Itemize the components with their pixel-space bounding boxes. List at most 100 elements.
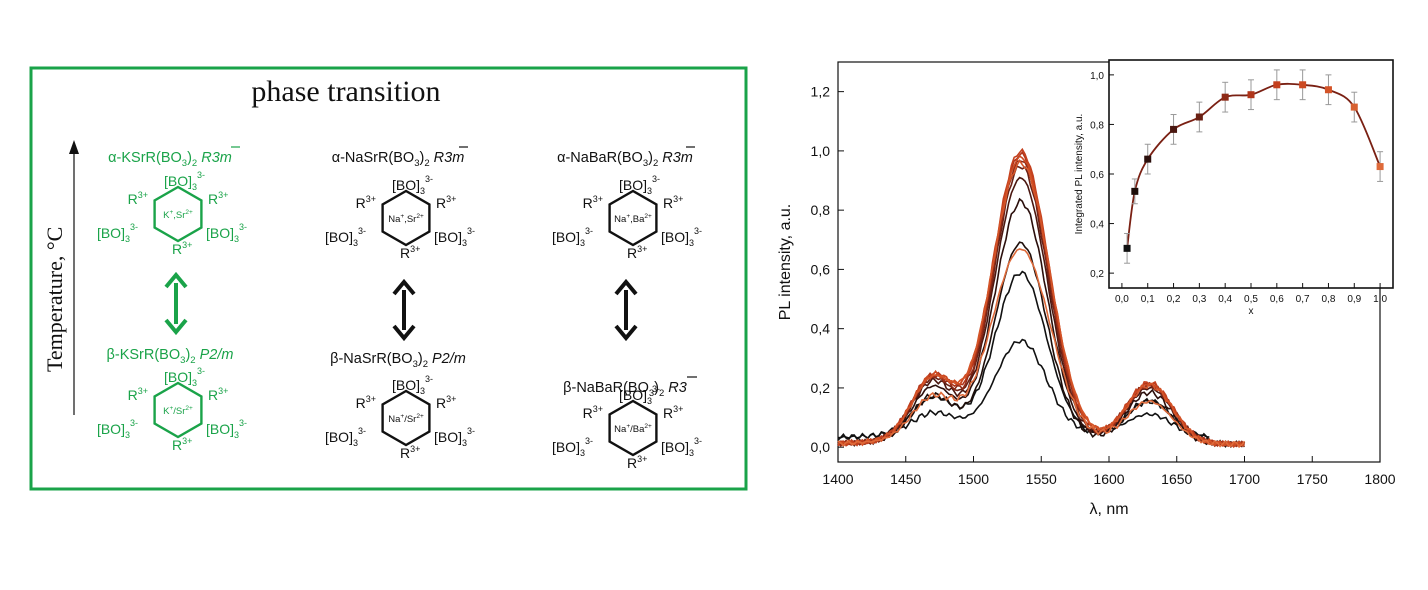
rare-earth-label: R3+: [583, 404, 603, 421]
borate-label: [BO]33-: [661, 226, 702, 248]
x-tick-label: 1550: [1026, 471, 1057, 487]
inset-data-point: [1247, 91, 1255, 99]
y-tick-label: 1,0: [811, 143, 831, 159]
borate-label: [BO]33-: [325, 226, 366, 248]
rare-earth-label: R3+: [436, 194, 456, 211]
ring-center-label: Na+/Sr2+: [388, 413, 424, 425]
rare-earth-label: R3+: [663, 194, 683, 211]
inset-x-tick-label: 0,4: [1218, 294, 1232, 305]
hexagon-ring: [381, 389, 431, 447]
y-tick-label: 0,4: [811, 321, 831, 337]
y-tick-label: 0,8: [811, 202, 831, 218]
spectrum-series-1: [837, 338, 1210, 441]
borate-label: [BO]33-: [552, 436, 593, 458]
rare-earth-label: R3+: [356, 394, 376, 411]
inset-data-point: [1144, 155, 1152, 163]
x-tick-label: 1800: [1364, 471, 1395, 487]
hexagon-ring: [153, 185, 203, 243]
borate-label: [BO]33-: [392, 174, 433, 196]
hexagon-ring: [153, 381, 203, 439]
inset-x-tick-label: 0,7: [1296, 294, 1310, 305]
rare-earth-label: R3+: [356, 194, 376, 211]
formula-label: β-NaSrR(BO3)2 P2/m: [330, 351, 466, 370]
spectrum-series-11: [837, 158, 1245, 448]
borate-label: [BO]33-: [392, 374, 433, 396]
inset-x-tick-label: 0,0: [1115, 294, 1129, 305]
rare-earth-label: R3+: [627, 244, 647, 261]
rare-earth-label: R3+: [208, 190, 228, 207]
borate-label: [BO]33-: [325, 426, 366, 448]
inset-y-axis-label: Integrated PL intensity, a.u.: [1074, 114, 1085, 235]
inset-x-tick-label: 0,8: [1322, 294, 1336, 305]
inset-data-point: [1350, 103, 1358, 111]
inset-y-tick-label: 1,0: [1090, 71, 1104, 82]
inset-data-point: [1376, 163, 1384, 171]
borate-label: [BO]33-: [97, 418, 138, 440]
arrowhead-up: [164, 271, 188, 289]
x-tick-label: 1600: [1093, 471, 1124, 487]
temperature-axis-arrowhead: [69, 140, 79, 154]
ring-center-label: K+,Sr2+: [163, 209, 193, 221]
rare-earth-label: R3+: [436, 394, 456, 411]
borate-label: [BO]33-: [619, 174, 660, 196]
x-tick-label: 1650: [1161, 471, 1192, 487]
y-tick-label: 0,2: [811, 380, 831, 396]
inset-x-tick-label: 0,3: [1192, 294, 1206, 305]
rare-earth-label: R3+: [583, 194, 603, 211]
inset-x-tick-label: 1,0: [1373, 294, 1387, 305]
arrowhead-up: [614, 278, 638, 296]
pl-spectra-chart: 1400 1450 1500 1550 1600 1650 1700 1750 1800 0,0 0…: [777, 59, 1396, 518]
rare-earth-label: R3+: [400, 244, 420, 261]
inset-y-tick-label: 0,4: [1090, 220, 1104, 231]
rare-earth-label: R3+: [400, 444, 420, 461]
inset-data-point: [1221, 93, 1229, 101]
borate-label: [BO]33-: [164, 170, 205, 192]
hexagon-ring: [608, 189, 658, 247]
formula-label: α-NaSrR(BO3)2 R3m: [332, 150, 465, 169]
temperature-axis-label: Temperature, °C: [42, 227, 67, 372]
rare-earth-label: R3+: [172, 240, 192, 257]
inset-x-tick-label: 0,6: [1270, 294, 1284, 305]
formula-label: α-NaBaR(BO3)2 R3m: [557, 150, 693, 169]
hexagon-ring: [608, 399, 658, 457]
arrowhead-down: [164, 318, 188, 336]
ring-center-label: K+/Sr2+: [163, 405, 193, 417]
spectrum-series-3: [837, 241, 1246, 448]
borate-label: [BO]33-: [619, 384, 660, 406]
diagram-frame: [29, 66, 748, 491]
rare-earth-label: R3+: [172, 436, 192, 453]
hexagon-ring: [381, 189, 431, 247]
x-tick-label: 1500: [958, 471, 989, 487]
inset-data-point: [1324, 86, 1332, 94]
rare-earth-label: R3+: [627, 454, 647, 471]
x-tick-label: 1400: [822, 471, 853, 487]
borate-label: [BO]33-: [206, 222, 247, 244]
y-tick-label: 0,0: [811, 439, 831, 455]
formula-label: β-NaBaR(BO3)2 R3: [563, 380, 687, 399]
borate-label: [BO]33-: [552, 226, 593, 248]
inset-data-point: [1273, 81, 1281, 89]
inset-data-point: [1131, 187, 1139, 195]
arrowhead-up: [392, 278, 416, 296]
borate-label: [BO]33-: [661, 436, 702, 458]
arrowhead-down: [614, 324, 638, 342]
inset-x-axis-label: x: [1249, 306, 1254, 317]
inset-y-tick-label: 0,8: [1090, 120, 1104, 131]
y-axis-label: PL intensity, a.u.: [777, 204, 794, 321]
rare-earth-label: R3+: [663, 404, 683, 421]
borate-label: [BO]33-: [434, 426, 475, 448]
rare-earth-label: R3+: [128, 386, 148, 403]
inset-y-tick-label: 0,6: [1090, 170, 1104, 181]
rare-earth-label: R3+: [128, 190, 148, 207]
inset-x-tick-label: 0,9: [1347, 294, 1361, 305]
formula-label: β-KSrR(BO3)2 P2/m: [107, 347, 234, 366]
borate-label: [BO]33-: [206, 418, 247, 440]
inset-data-point: [1195, 113, 1203, 121]
ring-center-label: Na+,Ba2+: [614, 213, 652, 225]
rare-earth-label: R3+: [208, 386, 228, 403]
inset-data-point: [1299, 81, 1307, 89]
inset-y-tick-label: 0,2: [1090, 269, 1104, 280]
